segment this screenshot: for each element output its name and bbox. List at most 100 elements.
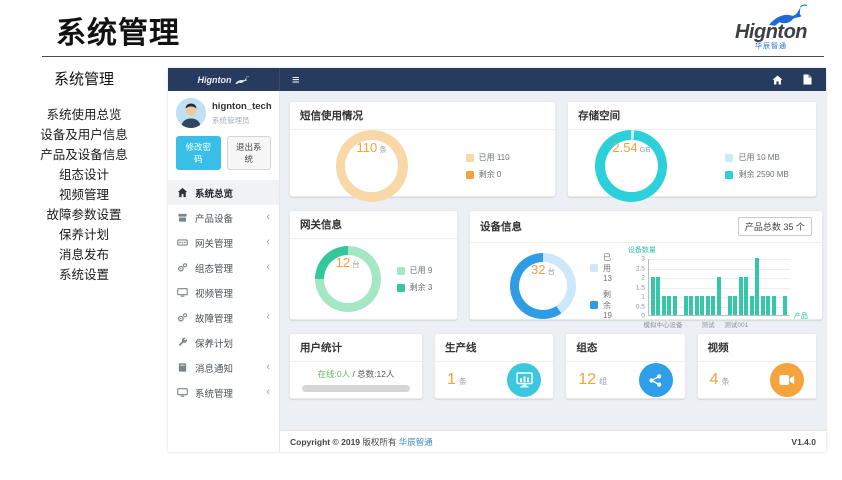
app-menu-item-产品设备[interactable]: 产品设备 ‹ <box>168 205 279 230</box>
outer-sidebar-item[interactable]: 系统使用总览 <box>46 108 122 122</box>
legend-item: 已用 10 MB <box>725 152 788 163</box>
card-title: 生产线 <box>445 342 477 354</box>
menu-item-label: 产品设备 <box>195 213 234 225</box>
gears-icon <box>177 262 189 274</box>
menu-item-label: 网关管理 <box>195 238 234 250</box>
user-panel: hignton_tech 系统管理员 <box>168 91 279 132</box>
sidebar-toggle-icon[interactable]: ≡ <box>292 72 300 87</box>
menu-item-label: 视频管理 <box>195 288 234 300</box>
app-menu-item-网关管理[interactable]: 网关管理 ‹ <box>168 230 279 255</box>
card-title: 用户统计 <box>300 342 342 354</box>
bar-chart-ylabel: 设备数量 <box>627 247 656 254</box>
storage-card: 存储空间 2.54 GB 已用 10 MB 剩余 2590 MB <box>567 101 817 202</box>
home-icon[interactable] <box>772 74 783 85</box>
x-tick-label: 测试 <box>701 322 715 329</box>
bar <box>744 277 749 315</box>
y-tick-label: 0.5 <box>635 303 645 310</box>
bar <box>755 258 760 315</box>
outer-sidebar-item[interactable]: 故障参数设置 <box>46 208 122 222</box>
device-card: 设备信息 产品总数 35 个 32 台 已用 13 剩余 19 设备数量 <box>469 210 823 329</box>
outer-sidebar: 系统管理 系统使用总览 设备及用户信息 产品及设备信息 组态设计视频管理故障参数设置保… <box>0 57 168 285</box>
deer-icon <box>769 4 808 26</box>
legend-item: 已用 110 <box>465 152 510 163</box>
bar <box>749 296 754 315</box>
bar <box>705 296 710 315</box>
device-legend: 已用 13 剩余 19 <box>590 252 612 320</box>
gears-icon <box>177 312 189 324</box>
app-logo-text: Hignton <box>197 74 232 85</box>
online-users-progressbar <box>302 385 410 392</box>
configuration-card: 组态 12 组 <box>565 333 686 399</box>
chevron-left-icon: ‹ <box>266 261 270 273</box>
app-topbar: ≡ <box>280 68 826 91</box>
bar <box>694 296 699 315</box>
sitemap-icon <box>638 363 673 397</box>
outer-sidebar-heading: 系统管理 <box>53 71 114 88</box>
app-menu-item-组态管理[interactable]: 组态管理 ‹ <box>168 255 279 280</box>
menu-item-label: 系统管理 <box>195 388 234 400</box>
app-logo: Hignton <box>168 68 280 91</box>
bar <box>760 296 765 315</box>
legend-item: 剩余 19 <box>590 289 612 320</box>
deer-icon <box>234 75 249 84</box>
bar <box>716 277 721 315</box>
app-menu-item-系统总览[interactable]: 系统总览 <box>168 180 279 205</box>
change-password-button[interactable]: 修改密码 <box>176 136 221 170</box>
company-link[interactable]: 华辰智通 <box>398 436 433 447</box>
bar <box>667 296 672 315</box>
chevron-left-icon: ‹ <box>266 211 270 223</box>
device-bar-chart: 设备数量 0 0.5 1 1.5 2 2.5 3 模拟中心设备 测试 测试001 产品 <box>626 243 814 329</box>
card-title: 视频 <box>707 342 729 354</box>
bar <box>738 277 743 315</box>
app-menu-item-系统管理[interactable]: 系统管理 ‹ <box>168 380 279 405</box>
outer-sidebar-item[interactable]: 设备及用户信息 <box>40 128 128 142</box>
legend-item: 剩余 2590 MB <box>725 169 789 180</box>
monitor-icon <box>177 387 189 399</box>
y-tick-label: 0 <box>641 312 645 320</box>
gateway-icon <box>177 237 189 249</box>
sms-legend: 已用 110 剩余 0 <box>465 152 510 180</box>
app-menu-item-消息通知[interactable]: 消息通知 ‹ <box>168 355 279 380</box>
bar <box>650 277 655 315</box>
outer-sidebar-item[interactable]: 保养计划 <box>58 228 109 242</box>
bar <box>661 296 666 315</box>
outer-sidebar-item[interactable]: 产品及设备信息 <box>40 148 128 162</box>
brand-logo: Hignton 华辰智通 <box>732 4 810 50</box>
file-icon[interactable] <box>803 74 812 85</box>
bar <box>672 296 677 315</box>
app-header: Hignton ≡ <box>168 68 826 91</box>
page-header: 系统管理 Hignton 华辰智通 <box>42 0 824 57</box>
bar <box>683 296 688 315</box>
outer-sidebar-item[interactable]: 视频管理 <box>58 188 109 202</box>
storage-legend: 已用 10 MB 剩余 2590 MB <box>725 152 789 180</box>
y-tick-label: 1 <box>641 293 645 301</box>
production-chart-icon <box>507 363 542 397</box>
menu-item-label: 消息通知 <box>195 363 234 375</box>
app-menu-item-视频管理[interactable]: 视频管理 <box>168 280 279 305</box>
bar <box>766 296 771 315</box>
product-total-badge: 产品总数 35 个 <box>737 217 812 236</box>
app-menu-item-故障管理[interactable]: 故障管理 ‹ <box>168 305 279 330</box>
outer-sidebar-item[interactable]: 组态设计 <box>58 168 109 182</box>
outer-sidebar-item[interactable]: 消息发布 <box>58 248 109 262</box>
wrench-icon <box>177 337 189 349</box>
logout-button[interactable]: 退出系统 <box>226 136 271 170</box>
sms-usage-card: 短信使用情况 110 条 已用 110 剩余 0 <box>289 101 557 202</box>
page-title: 系统管理 <box>56 17 180 50</box>
user-role: 系统管理员 <box>212 116 250 125</box>
x-tick-label: 测试001 <box>724 322 749 329</box>
y-tick-label: 2.5 <box>635 265 645 272</box>
user-name: hignton_tech <box>212 101 272 112</box>
x-tick-label: 模拟中心设备 <box>643 322 683 329</box>
app-sidebar: hignton_tech 系统管理员 修改密码 退出系统 系统总览产品设备 ‹ 网关… <box>168 91 280 452</box>
outer-sidebar-item[interactable]: 系统设置 <box>58 268 109 282</box>
device-donut-chart: 32 台 <box>510 253 576 319</box>
app-footer: Copyright © 2019 版权所有 华辰智通 V1.4.0 <box>280 430 826 452</box>
app-menu-item-保养计划[interactable]: 保养计划 <box>168 330 279 355</box>
bar <box>733 296 738 315</box>
bar <box>782 296 787 315</box>
gateway-donut-chart: 12 台 <box>314 246 381 312</box>
